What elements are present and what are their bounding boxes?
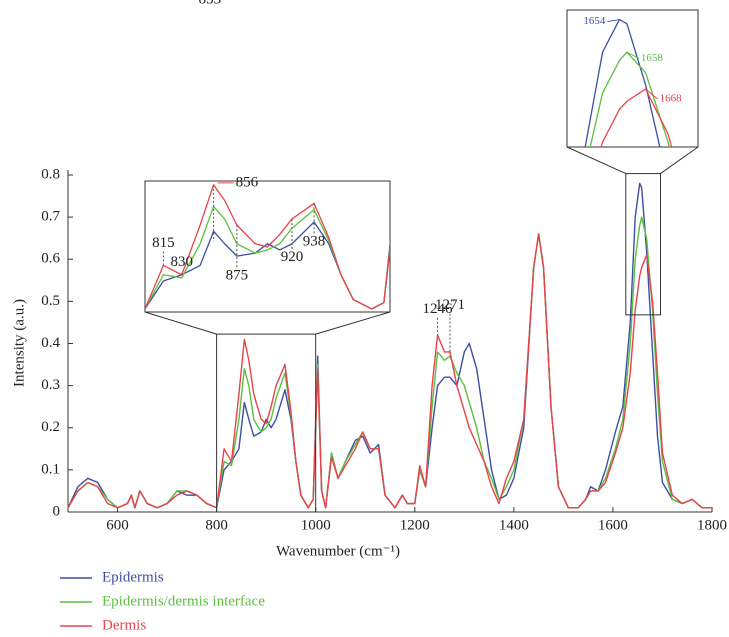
x-axis-label: Wavenumber (cm⁻¹) [276,543,400,559]
annotation-label: 853 [199,0,222,7]
annotation-arrow [645,88,658,100]
x-tick-label: 1600 [598,517,628,533]
annotation-label: 1246 [423,301,454,317]
annotation-label: 815 [152,235,175,251]
connector [144,311,217,335]
legend-label: Epidermis/dermis interface [102,593,265,609]
annotation-label: 938 [303,233,326,249]
x-tick-label: 600 [106,517,129,533]
annotation-arrow [607,19,620,23]
y-tick-label: 0.5 [41,293,60,309]
annotation-label: 875 [226,268,249,284]
y-tick-label: 0.3 [41,377,60,393]
annotation-arrow [626,51,640,59]
annotation-label: 830 [171,254,194,270]
connector [315,311,391,335]
legend-label: Epidermis [102,569,164,585]
y-tick-label: 0.8 [41,166,60,182]
y-tick-label: 0 [53,503,61,519]
series-line [67,233,712,509]
x-tick-label: 800 [205,517,228,533]
annotation-label: 1658 [641,52,664,64]
inset-2 [566,9,699,148]
annotation-label: 1654 [583,15,606,27]
zoom-box [216,333,317,513]
connector [566,146,627,175]
annotation-label: 1271 [435,297,465,313]
y-axis-label: Intensity (a.u.) [11,299,27,387]
annotation-label: 1668 [660,93,683,105]
annotation-label: 856 [236,174,259,190]
y-tick-label: 0.6 [41,251,60,267]
x-tick-label: 1200 [400,517,430,533]
y-tick-label: 0.4 [41,335,60,351]
y-tick-label: 0.2 [41,419,60,435]
connector [660,146,699,174]
y-tick-label: 0.7 [41,209,60,225]
x-tick-label: 1000 [301,517,331,533]
zoom-box [625,173,661,316]
legend-label: Dermis [102,617,146,633]
x-tick-label: 1400 [499,517,529,533]
y-tick-label: 0.1 [41,461,60,477]
annotation-label: 920 [281,249,304,265]
x-tick-label: 1800 [697,517,727,533]
